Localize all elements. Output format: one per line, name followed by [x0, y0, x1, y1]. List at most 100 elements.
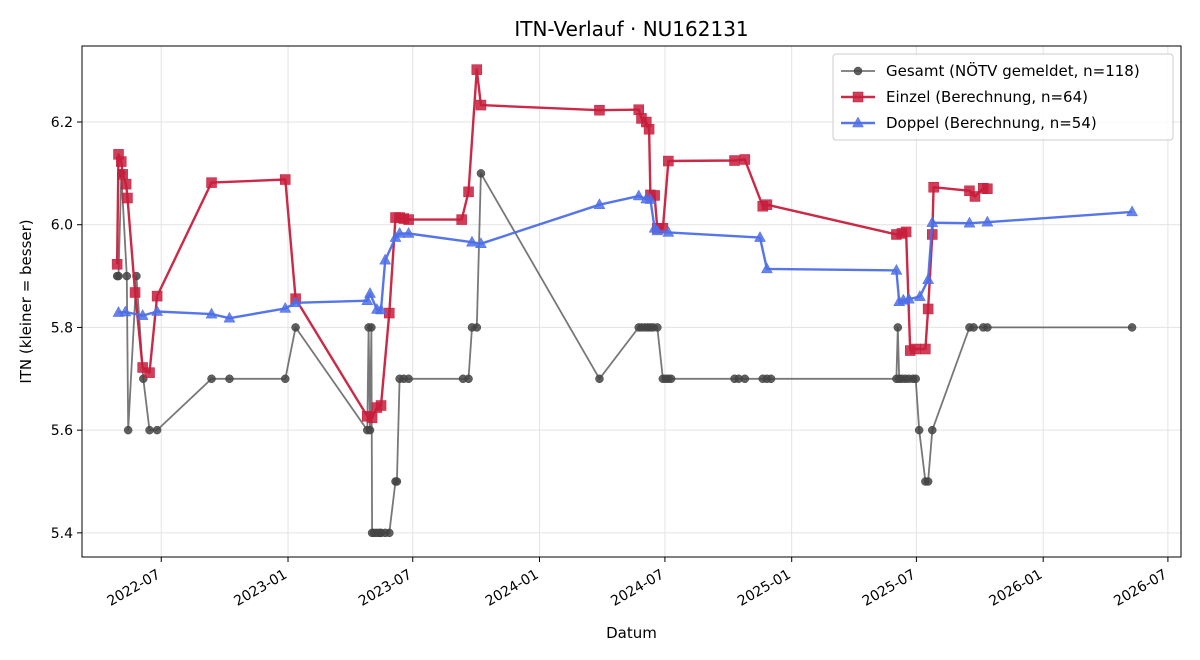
data-point-gesamt [740, 374, 750, 384]
data-point-gesamt [385, 528, 394, 538]
data-point-doppel [981, 215, 994, 227]
data-point-gesamt [145, 425, 154, 435]
data-point-doppel [136, 309, 149, 320]
data-point-gesamt [123, 425, 133, 435]
data-point-doppel [662, 225, 675, 237]
data-point-doppel [279, 301, 292, 313]
data-point-doppel [379, 253, 392, 265]
data-point-doppel [922, 273, 935, 284]
data-point-doppel [289, 296, 302, 308]
data-point-einzel [144, 367, 155, 378]
data-point-einzel [729, 155, 740, 166]
y-tick-label: 6.2 [51, 115, 73, 131]
series-gesamt [112, 169, 1137, 538]
data-point-gesamt [281, 374, 290, 384]
data-point-einzel [120, 178, 132, 190]
data-point-einzel [900, 226, 912, 238]
data-point-einzel [643, 123, 655, 135]
data-point-doppel [1126, 205, 1139, 217]
y-tick-label: 5.4 [51, 526, 73, 542]
data-point-gesamt [404, 374, 413, 384]
data-point-einzel [663, 155, 674, 167]
legend-label-einzel: Einzel (Berechnung, n=64) [886, 88, 1088, 106]
legend-marker-einzel [852, 91, 864, 103]
data-point-doppel [890, 263, 903, 275]
data-point-einzel [366, 412, 378, 424]
y-tick-label: 6.0 [51, 218, 73, 234]
data-point-gesamt [983, 323, 992, 332]
data-point-einzel [117, 169, 128, 180]
data-point-gesamt [595, 374, 604, 384]
data-point-einzel [475, 99, 487, 111]
data-point-doppel [760, 262, 773, 274]
data-point-einzel [463, 186, 474, 198]
data-point-gesamt [367, 323, 376, 332]
data-point-einzel [471, 64, 483, 75]
data-point-gesamt [923, 477, 933, 486]
y-axis-title: ITN (kleiner = besser) [17, 219, 35, 383]
data-point-gesamt [666, 374, 676, 384]
data-point-gesamt [122, 271, 132, 281]
data-point-doppel [475, 237, 487, 248]
chart-title: ITN-Verlauf · NU162131 [514, 17, 748, 41]
data-point-doppel [375, 303, 387, 315]
data-point-einzel [280, 174, 291, 185]
legend-label-gesamt: Gesamt (NÖTV gemeldet, n=118) [886, 61, 1140, 80]
data-point-einzel [922, 303, 934, 315]
data-point-einzel [206, 177, 217, 188]
data-point-doppel [632, 189, 645, 201]
data-point-gesamt [476, 169, 486, 178]
series-doppel [112, 189, 1139, 323]
data-point-einzel [375, 400, 387, 411]
y-tick-label: 5.6 [51, 423, 73, 439]
data-point-doppel [651, 224, 664, 236]
data-point-einzel [129, 287, 141, 298]
data-point-einzel [761, 199, 773, 210]
data-point-gesamt [114, 271, 123, 281]
data-point-doppel [402, 226, 415, 238]
data-point-einzel [116, 156, 127, 167]
legend-items: Gesamt (NÖTV gemeldet, n=118) Einzel (Ber… [841, 61, 1140, 132]
data-point-einzel [969, 191, 981, 202]
data-point-doppel [913, 290, 926, 301]
y-tick-label: 5.8 [51, 320, 73, 336]
series-layer [111, 64, 1139, 538]
data-point-gesamt [893, 323, 903, 332]
data-point-doppel [963, 216, 976, 228]
data-point-gesamt [207, 374, 216, 384]
data-point-gesamt [911, 374, 920, 384]
data-point-gesamt [365, 425, 375, 435]
data-point-doppel [466, 235, 478, 247]
data-point-doppel [644, 193, 657, 204]
data-point-doppel [361, 294, 374, 305]
data-point-einzel [920, 343, 931, 355]
data-point-gesamt [969, 323, 978, 332]
data-point-einzel [111, 259, 123, 270]
data-point-einzel [964, 185, 975, 197]
data-point-doppel [593, 198, 606, 209]
data-point-doppel [393, 226, 406, 238]
data-point-einzel [403, 214, 414, 225]
data-point-einzel [982, 183, 993, 195]
legend-label-doppel: Doppel (Berechnung, n=54) [886, 114, 1097, 132]
data-point-gesamt [464, 374, 473, 384]
data-point-einzel [928, 181, 939, 193]
legend-marker-gesamt [853, 66, 863, 76]
data-point-gesamt [291, 323, 300, 332]
data-point-gesamt [152, 425, 162, 435]
data-point-doppel [205, 307, 218, 319]
data-point-gesamt [914, 425, 924, 435]
data-point-gesamt [225, 374, 234, 384]
data-point-doppel [754, 231, 766, 242]
data-point-gesamt [766, 374, 776, 384]
data-point-doppel [119, 305, 132, 317]
data-point-doppel [223, 311, 236, 323]
data-point-einzel [739, 154, 751, 165]
data-point-doppel [902, 292, 915, 304]
data-point-gesamt [472, 323, 482, 332]
data-point-einzel [910, 343, 921, 355]
data-point-doppel [364, 287, 376, 298]
plot-frame [81, 45, 1182, 558]
data-point-gesamt [928, 425, 937, 435]
